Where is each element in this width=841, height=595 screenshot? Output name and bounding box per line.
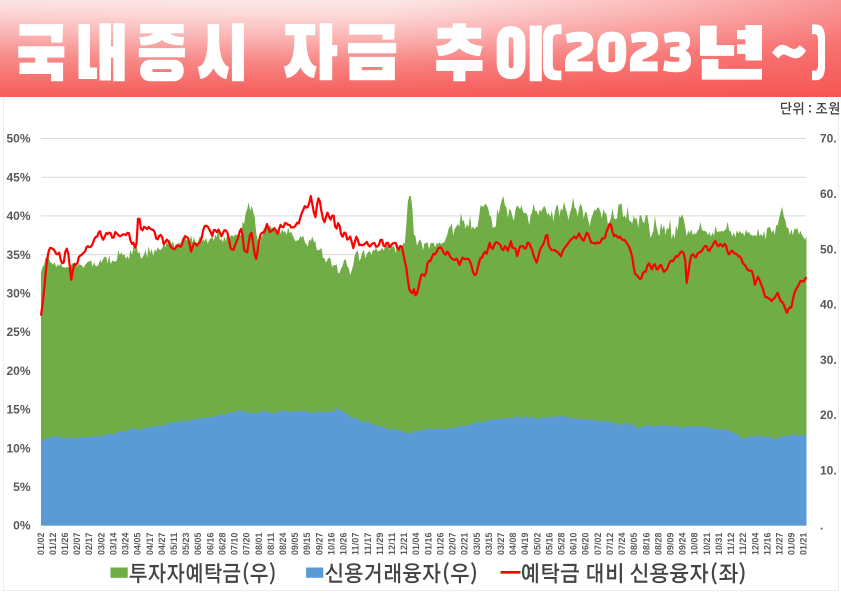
- svg-text:05/16: 05/16: [544, 533, 554, 555]
- svg-text:05/11: 05/11: [169, 533, 179, 555]
- svg-text:06/20: 06/20: [581, 533, 591, 555]
- svg-text:10/08: 10/08: [690, 533, 700, 555]
- svg-text:40%: 40%: [6, 209, 30, 223]
- svg-text:40.: 40.: [820, 298, 837, 312]
- svg-text:60.: 60.: [820, 187, 837, 201]
- svg-text:01/12: 01/12: [48, 533, 58, 555]
- svg-text:11/12: 11/12: [726, 533, 736, 555]
- svg-text:70.: 70.: [820, 132, 837, 146]
- svg-text:03/24: 03/24: [121, 533, 131, 555]
- svg-text:12/21: 12/21: [399, 533, 409, 555]
- svg-text:12/04: 12/04: [750, 533, 760, 555]
- svg-text:08/11: 08/11: [266, 533, 276, 555]
- svg-text:05/23: 05/23: [181, 533, 191, 555]
- svg-text:08/05: 08/05: [629, 533, 639, 555]
- svg-text:11/29: 11/29: [375, 533, 385, 555]
- svg-text:06/16: 06/16: [205, 533, 215, 555]
- svg-text:07/12: 07/12: [605, 533, 615, 555]
- svg-text:11/07: 11/07: [351, 533, 361, 555]
- svg-text:07/24: 07/24: [617, 533, 627, 555]
- svg-text:07/02: 07/02: [593, 533, 603, 555]
- svg-text:08/16: 08/16: [641, 533, 651, 555]
- svg-text:04/05: 04/05: [133, 533, 143, 555]
- svg-text:08/28: 08/28: [653, 533, 663, 555]
- svg-text:20.: 20.: [820, 408, 837, 422]
- svg-text:50.: 50.: [820, 242, 837, 256]
- svg-text:10/21: 10/21: [702, 533, 712, 555]
- svg-text:05/28: 05/28: [557, 533, 567, 555]
- svg-text:01/02: 01/02: [36, 533, 46, 555]
- svg-text:06/05: 06/05: [193, 533, 203, 555]
- svg-text:45%: 45%: [6, 170, 30, 184]
- svg-text:09/05: 09/05: [290, 533, 300, 555]
- svg-text:30.: 30.: [820, 353, 837, 367]
- svg-text:06/28: 06/28: [217, 533, 227, 555]
- svg-text:02/17: 02/17: [84, 533, 94, 555]
- svg-text:04/19: 04/19: [520, 533, 530, 555]
- svg-text:03/15: 03/15: [484, 533, 494, 555]
- svg-text:10/31: 10/31: [714, 533, 724, 555]
- svg-text:50%: 50%: [6, 132, 30, 146]
- svg-text:06/10: 06/10: [569, 533, 579, 555]
- svg-text:07/10: 07/10: [230, 533, 240, 555]
- svg-text:5%: 5%: [13, 480, 31, 494]
- svg-text:12/16: 12/16: [762, 533, 772, 555]
- svg-text:03/05: 03/05: [472, 533, 482, 555]
- svg-text:02/07: 02/07: [72, 533, 82, 555]
- svg-text:03/14: 03/14: [109, 533, 119, 555]
- svg-text:10%: 10%: [6, 441, 30, 455]
- svg-text:01/21: 01/21: [799, 533, 809, 555]
- svg-text:09/15: 09/15: [302, 533, 312, 555]
- svg-text:10/16: 10/16: [326, 533, 336, 555]
- svg-text:07/20: 07/20: [242, 533, 252, 555]
- svg-text:02/07: 02/07: [448, 533, 458, 555]
- svg-text:05/02: 05/02: [532, 533, 542, 555]
- svg-text:10.: 10.: [820, 463, 837, 477]
- svg-text:0%: 0%: [13, 519, 31, 533]
- svg-text:20%: 20%: [6, 364, 30, 378]
- svg-text:25%: 25%: [6, 325, 30, 339]
- svg-text:01/04: 01/04: [411, 533, 421, 555]
- svg-text:09/09: 09/09: [666, 533, 676, 555]
- svg-text:09/24: 09/24: [678, 533, 688, 555]
- svg-text:10/26: 10/26: [339, 533, 349, 555]
- svg-text:01/09: 01/09: [787, 533, 797, 555]
- svg-text:01/26: 01/26: [60, 533, 70, 555]
- svg-text:02/21: 02/21: [460, 533, 470, 555]
- svg-text:12/27: 12/27: [775, 533, 785, 555]
- svg-text:01/16: 01/16: [423, 533, 433, 555]
- svg-text:15%: 15%: [6, 403, 30, 417]
- svg-text:11/22: 11/22: [738, 533, 748, 555]
- svg-text:04/08: 04/08: [508, 533, 518, 555]
- svg-text:11/17: 11/17: [363, 533, 373, 555]
- svg-text:30%: 30%: [6, 287, 30, 301]
- svg-text:03/02: 03/02: [96, 533, 106, 555]
- svg-text:.: .: [820, 519, 823, 533]
- svg-text:08/24: 08/24: [278, 533, 288, 555]
- svg-text:35%: 35%: [6, 248, 30, 262]
- svg-text:12/11: 12/11: [387, 533, 397, 555]
- svg-text:01/26: 01/26: [435, 533, 445, 555]
- svg-text:08/01: 08/01: [254, 533, 264, 555]
- svg-text:03/27: 03/27: [496, 533, 506, 555]
- svg-text:04/17: 04/17: [145, 533, 155, 555]
- svg-text:09/27: 09/27: [314, 533, 324, 555]
- svg-text:04/27: 04/27: [157, 533, 167, 555]
